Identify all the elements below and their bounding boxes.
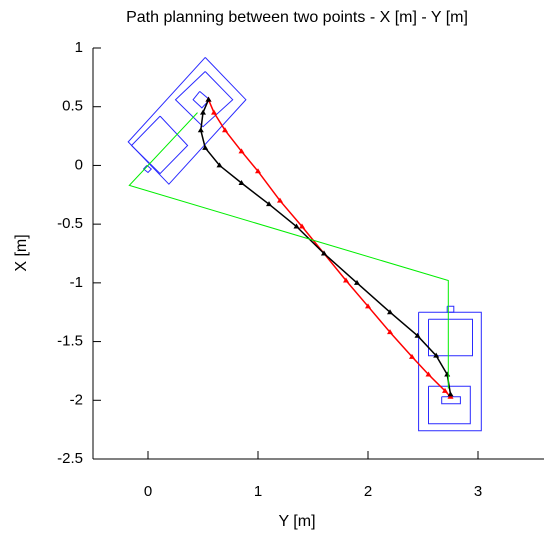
robot-outline bbox=[142, 165, 153, 174]
path-marker bbox=[365, 303, 371, 309]
path-marker bbox=[238, 180, 245, 186]
path-marker bbox=[238, 148, 245, 154]
robot-outline bbox=[428, 385, 471, 425]
y-tick-label: 1 bbox=[75, 39, 83, 56]
path-marker bbox=[354, 279, 360, 285]
y-axis-label: X [m] bbox=[13, 234, 30, 271]
path-marker bbox=[266, 201, 272, 207]
chart-title: Path planning between two points - X [m]… bbox=[126, 9, 468, 26]
y-tick-label: -1.5 bbox=[57, 333, 83, 350]
y-tick-label: -0.5 bbox=[57, 215, 83, 232]
path-marker bbox=[321, 250, 327, 256]
path-marker bbox=[293, 223, 300, 229]
path-marker bbox=[205, 96, 212, 102]
x-tick-label: 2 bbox=[364, 483, 372, 500]
path-marker bbox=[216, 162, 223, 168]
robot-outline bbox=[418, 311, 482, 432]
x-tick-label: 3 bbox=[474, 483, 482, 500]
path-marker bbox=[414, 332, 421, 338]
y-tick-label: -2 bbox=[70, 391, 83, 408]
robot-outline bbox=[446, 305, 455, 313]
path-line bbox=[200, 99, 452, 395]
robot-outline bbox=[127, 57, 247, 185]
path-marker bbox=[200, 109, 206, 115]
path-line bbox=[207, 99, 452, 398]
path-marker bbox=[447, 391, 454, 397]
y-tick-label: 0.5 bbox=[62, 98, 83, 115]
x-axis-label: Y [m] bbox=[278, 513, 315, 530]
path-marker bbox=[442, 387, 448, 393]
path-marker bbox=[255, 168, 261, 174]
path-marker bbox=[387, 329, 393, 335]
path-marker bbox=[211, 109, 217, 115]
path-marker bbox=[222, 127, 228, 133]
path-marker bbox=[202, 144, 209, 150]
path-marker bbox=[197, 127, 204, 133]
x-tick-label: 0 bbox=[144, 483, 152, 500]
path-line bbox=[128, 112, 449, 389]
robot-outline bbox=[441, 396, 461, 405]
robot-outline bbox=[192, 91, 211, 109]
robot-outline bbox=[130, 115, 189, 175]
path-marker bbox=[277, 197, 283, 203]
path-marker bbox=[299, 223, 305, 229]
robot-outline bbox=[428, 318, 473, 357]
path-marker bbox=[409, 353, 415, 359]
path-marker bbox=[387, 309, 393, 315]
robot-outline bbox=[174, 71, 234, 128]
path-marker bbox=[343, 277, 349, 283]
y-tick-label: -2.5 bbox=[57, 450, 83, 467]
path-marker bbox=[433, 352, 440, 358]
path-marker bbox=[425, 371, 432, 377]
x-tick-label: 1 bbox=[254, 483, 262, 500]
y-tick-label: 0 bbox=[75, 156, 83, 173]
y-tick-label: -1 bbox=[70, 274, 83, 291]
